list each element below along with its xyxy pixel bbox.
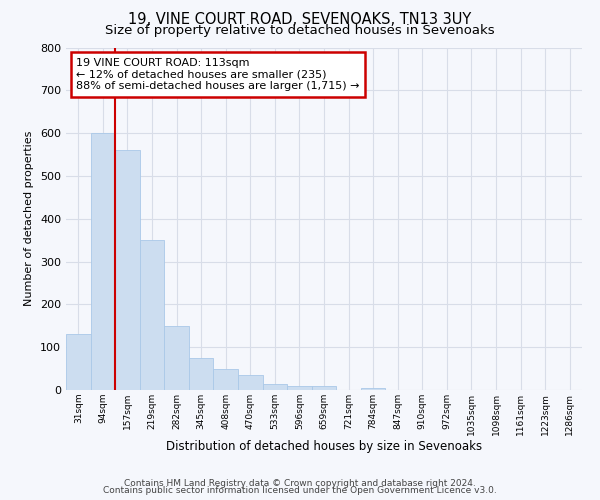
Y-axis label: Number of detached properties: Number of detached properties [25,131,34,306]
Bar [238,375,263,390]
Text: 19 VINE COURT ROAD: 113sqm
← 12% of detached houses are smaller (235)
88% of sem: 19 VINE COURT ROAD: 113sqm ← 12% of deta… [76,58,360,91]
Bar [263,384,287,390]
Bar [140,240,164,390]
Bar [115,150,140,390]
Bar [287,386,312,390]
Text: Contains public sector information licensed under the Open Government Licence v3: Contains public sector information licen… [103,486,497,495]
Bar [66,334,91,390]
Bar [214,368,238,390]
Bar [361,388,385,390]
Bar [312,386,336,390]
Text: 19, VINE COURT ROAD, SEVENOAKS, TN13 3UY: 19, VINE COURT ROAD, SEVENOAKS, TN13 3UY [128,12,472,28]
Bar [91,133,115,390]
Bar [164,326,189,390]
Text: Size of property relative to detached houses in Sevenoaks: Size of property relative to detached ho… [105,24,495,37]
Bar [189,358,214,390]
X-axis label: Distribution of detached houses by size in Sevenoaks: Distribution of detached houses by size … [166,440,482,454]
Text: Contains HM Land Registry data © Crown copyright and database right 2024.: Contains HM Land Registry data © Crown c… [124,478,476,488]
